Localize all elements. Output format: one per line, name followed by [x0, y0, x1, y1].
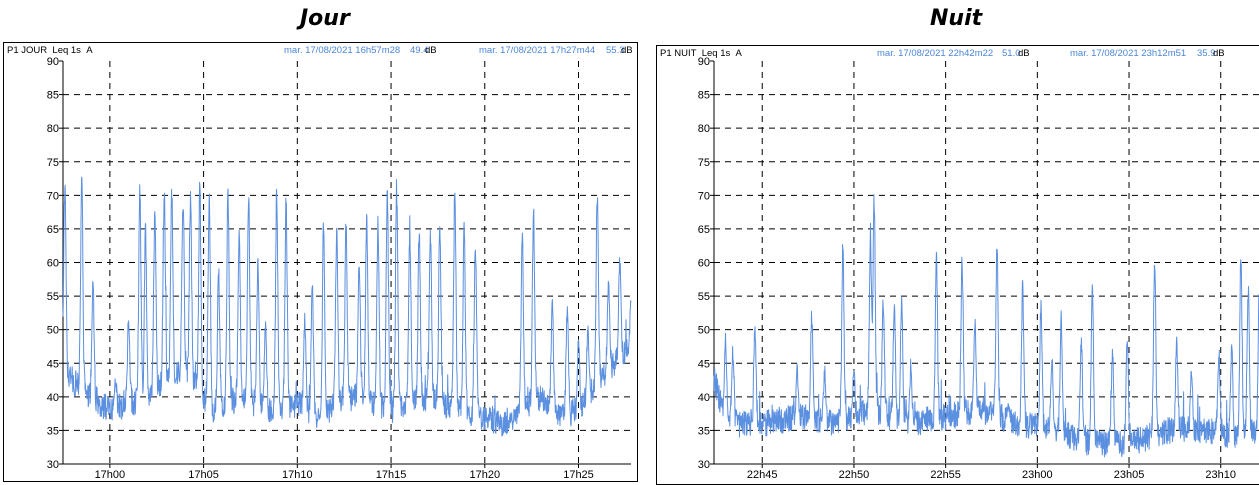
x-tick-label: 23h05	[1114, 469, 1145, 481]
cursor1-time-nuit: mar. 17/08/2021 22h42m22	[877, 48, 994, 59]
y-tick-label: 55	[698, 291, 710, 303]
y-tick-label: 45	[47, 358, 59, 370]
chart-jour: 30 35 40 45 50 55 60 65 70 75 80 85 90 17h00 17h05 17h1…	[3, 42, 638, 482]
y-tick-label: 90	[47, 56, 59, 68]
cursor1-unit-jour: dB	[425, 45, 437, 56]
y-tick-label: 35	[698, 425, 710, 437]
y-tick-label: 45	[698, 358, 710, 370]
y-tick-label: 80	[47, 123, 59, 135]
weighting-label: A	[735, 48, 742, 59]
cursor2-unit-jour: dB	[621, 45, 633, 56]
weighting-label: A	[86, 45, 93, 56]
cursor1-time-jour: mar. 17/08/2021 16h57m28	[284, 45, 401, 56]
x-tick-label: 22h55	[930, 469, 961, 481]
y-tick-label: 75	[698, 157, 710, 169]
y-tick-label: 30	[47, 459, 59, 471]
series-line	[713, 194, 1259, 458]
station-label: P1 JOUR	[7, 45, 48, 56]
chart-title-nuit: Nuit	[930, 6, 983, 31]
measure-label: Leq 1s	[701, 48, 731, 59]
y-tick-label: 75	[47, 157, 59, 169]
x-tick-label: 17h15	[376, 469, 407, 481]
y-tick-label: 65	[47, 224, 59, 236]
cursor2-time-nuit: mar. 17/08/2021 23h12m51	[1070, 48, 1187, 59]
chart-label-nuit: P1 NUIT Leq 1s A	[660, 48, 742, 59]
cursor1-value-jour: 49.4	[410, 45, 429, 56]
x-tick-label: 22h45	[747, 469, 778, 481]
cursor2-time-jour: mar. 17/08/2021 17h27m44	[479, 45, 596, 56]
cursor1-unit-nuit: dB	[1018, 48, 1030, 59]
y-tick-label: 40	[47, 392, 59, 404]
y-tick-label: 35	[47, 425, 59, 437]
x-tick-label: 17h00	[95, 469, 126, 481]
y-tick-label: 40	[698, 392, 710, 404]
y-tick-label: 70	[47, 190, 59, 202]
y-tick-label: 65	[698, 224, 710, 236]
plot-nuit: 30 35 40 45 50 55 60 65 70 75 80 85 90 22h45 22h50 22h5…	[698, 56, 1259, 481]
x-tick-label: 17h05	[188, 469, 219, 481]
measure-label: Leq 1s	[52, 45, 81, 56]
x-tick-label: 23h10	[1205, 469, 1236, 481]
x-tick-label: 17h10	[282, 469, 313, 481]
y-tick-label: 50	[698, 325, 710, 337]
cursor1-value-nuit: 51.0	[1002, 48, 1021, 59]
y-tick-label: 60	[698, 258, 710, 270]
y-tick-label: 85	[698, 90, 710, 102]
chart-title-jour: Jour	[300, 6, 350, 31]
station-label: P1 NUIT	[660, 48, 697, 59]
x-tick-label: 17h25	[563, 469, 594, 481]
y-tick-label: 85	[47, 90, 59, 102]
chart-nuit: 30 35 40 45 50 55 60 65 70 75 80 85 90 22h45 22h50 22h5…	[656, 45, 1259, 485]
y-tick-label: 60	[47, 258, 59, 270]
y-tick-label: 55	[47, 291, 59, 303]
y-tick-label: 30	[698, 459, 710, 471]
cursor2-value-nuit: 35.9	[1197, 48, 1216, 59]
chart-label-jour: P1 JOUR Leq 1s A	[7, 45, 93, 56]
plot-jour: 30 35 40 45 50 55 60 65 70 75 80 85 90 17h00 17h05 17h1…	[47, 56, 632, 481]
x-tick-label: 22h50	[839, 469, 870, 481]
y-tick-label: 80	[698, 123, 710, 135]
x-tick-label: 17h20	[469, 469, 500, 481]
y-tick-label: 70	[698, 190, 710, 202]
series-line	[62, 176, 632, 437]
cursor2-value-jour: 55.3	[606, 45, 625, 56]
y-tick-label: 90	[698, 56, 710, 68]
x-tick-label: 23h00	[1022, 469, 1053, 481]
cursor2-unit-nuit: dB	[1213, 48, 1225, 59]
y-tick-label: 50	[47, 325, 59, 337]
